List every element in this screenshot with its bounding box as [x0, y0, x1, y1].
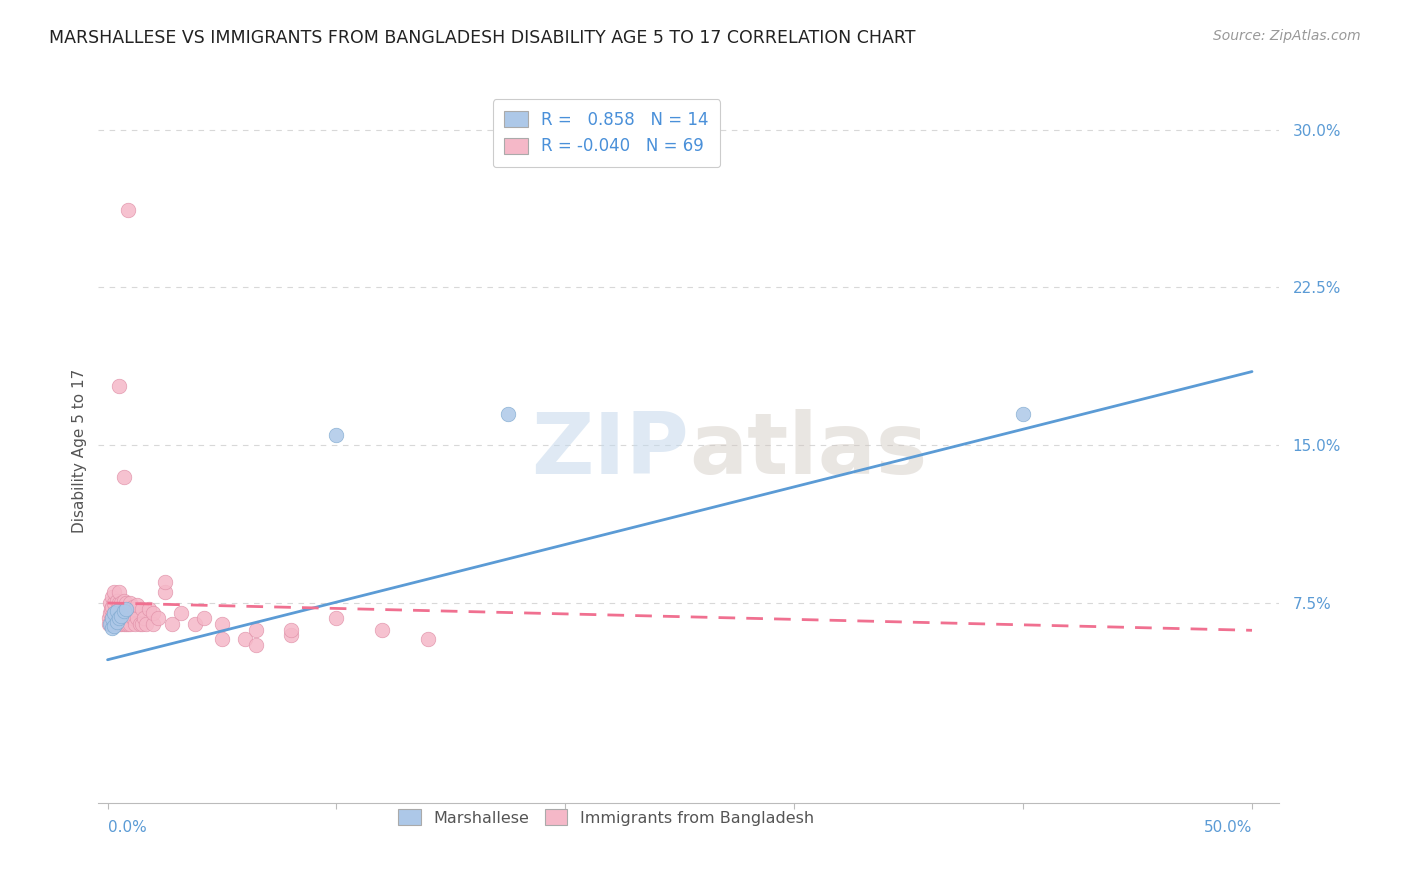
Point — [112, 604, 135, 618]
Point — [211, 632, 233, 646]
Point — [131, 602, 153, 616]
Point — [153, 585, 176, 599]
Point — [103, 617, 125, 632]
Point — [325, 427, 347, 442]
Point — [280, 627, 302, 641]
Point — [193, 610, 215, 624]
Point — [108, 617, 131, 632]
Point — [101, 621, 124, 635]
Point — [121, 610, 143, 624]
Text: MARSHALLESE VS IMMIGRANTS FROM BANGLADESH DISABILITY AGE 5 TO 17 CORRELATION CHA: MARSHALLESE VS IMMIGRANTS FROM BANGLADES… — [49, 29, 915, 46]
Point — [120, 607, 142, 621]
Legend: Marshallese, Immigrants from Bangladesh: Marshallese, Immigrants from Bangladesh — [389, 802, 823, 833]
Point — [135, 617, 157, 632]
Point — [142, 617, 165, 632]
Point — [101, 610, 124, 624]
Point — [108, 610, 131, 624]
Point — [101, 590, 124, 604]
Point — [117, 617, 139, 632]
Point — [100, 602, 122, 616]
Point — [280, 624, 302, 638]
Point — [160, 617, 183, 632]
Point — [142, 607, 165, 621]
Point — [112, 469, 135, 483]
Point — [108, 585, 131, 599]
Point — [105, 594, 128, 608]
Point — [103, 585, 125, 599]
Point — [115, 602, 138, 616]
Point — [103, 596, 125, 610]
Point — [98, 607, 121, 621]
Point — [101, 600, 124, 615]
Text: ZIP: ZIP — [531, 409, 689, 492]
Point — [110, 596, 132, 610]
Point — [115, 596, 138, 610]
Point — [98, 596, 121, 610]
Point — [183, 617, 205, 632]
Text: Source: ZipAtlas.com: Source: ZipAtlas.com — [1213, 29, 1361, 43]
Point — [416, 632, 439, 646]
Point — [134, 610, 156, 624]
Point — [112, 594, 135, 608]
Point — [105, 617, 128, 632]
Point — [170, 607, 193, 621]
Point — [124, 617, 146, 632]
Point — [98, 617, 121, 632]
Point — [101, 610, 124, 624]
Point — [104, 610, 127, 624]
Text: atlas: atlas — [689, 409, 927, 492]
Point — [120, 617, 142, 632]
Point — [153, 574, 176, 589]
Point — [146, 610, 169, 624]
Point — [131, 617, 153, 632]
Point — [97, 610, 120, 624]
Point — [245, 624, 267, 638]
Point — [128, 617, 150, 632]
Point — [245, 638, 267, 652]
Point — [325, 610, 347, 624]
Point — [105, 604, 128, 618]
Point — [108, 379, 131, 393]
Point — [211, 617, 233, 632]
Point — [127, 610, 149, 624]
Point — [1012, 407, 1035, 421]
Point — [117, 604, 139, 618]
Point — [100, 617, 122, 632]
Point — [110, 607, 132, 621]
Point — [108, 596, 131, 610]
Point — [138, 602, 160, 616]
Point — [371, 624, 394, 638]
Point — [103, 607, 125, 621]
Point — [105, 604, 128, 618]
Point — [103, 619, 125, 633]
Point — [120, 596, 142, 610]
Point — [115, 617, 138, 632]
Point — [112, 617, 135, 632]
Y-axis label: Disability Age 5 to 17: Disability Age 5 to 17 — [72, 368, 87, 533]
Point — [108, 607, 131, 621]
Text: 50.0%: 50.0% — [1204, 820, 1251, 835]
Text: 0.0%: 0.0% — [108, 820, 146, 835]
Point — [233, 632, 256, 646]
Point — [98, 617, 121, 632]
Point — [105, 615, 128, 629]
Point — [124, 602, 146, 616]
Point — [110, 617, 132, 632]
Point — [127, 598, 149, 612]
Point — [110, 608, 132, 623]
Point — [117, 202, 139, 217]
Point — [121, 600, 143, 615]
Point — [103, 607, 125, 621]
Point — [115, 607, 138, 621]
Point — [112, 607, 135, 621]
Point — [496, 407, 519, 421]
